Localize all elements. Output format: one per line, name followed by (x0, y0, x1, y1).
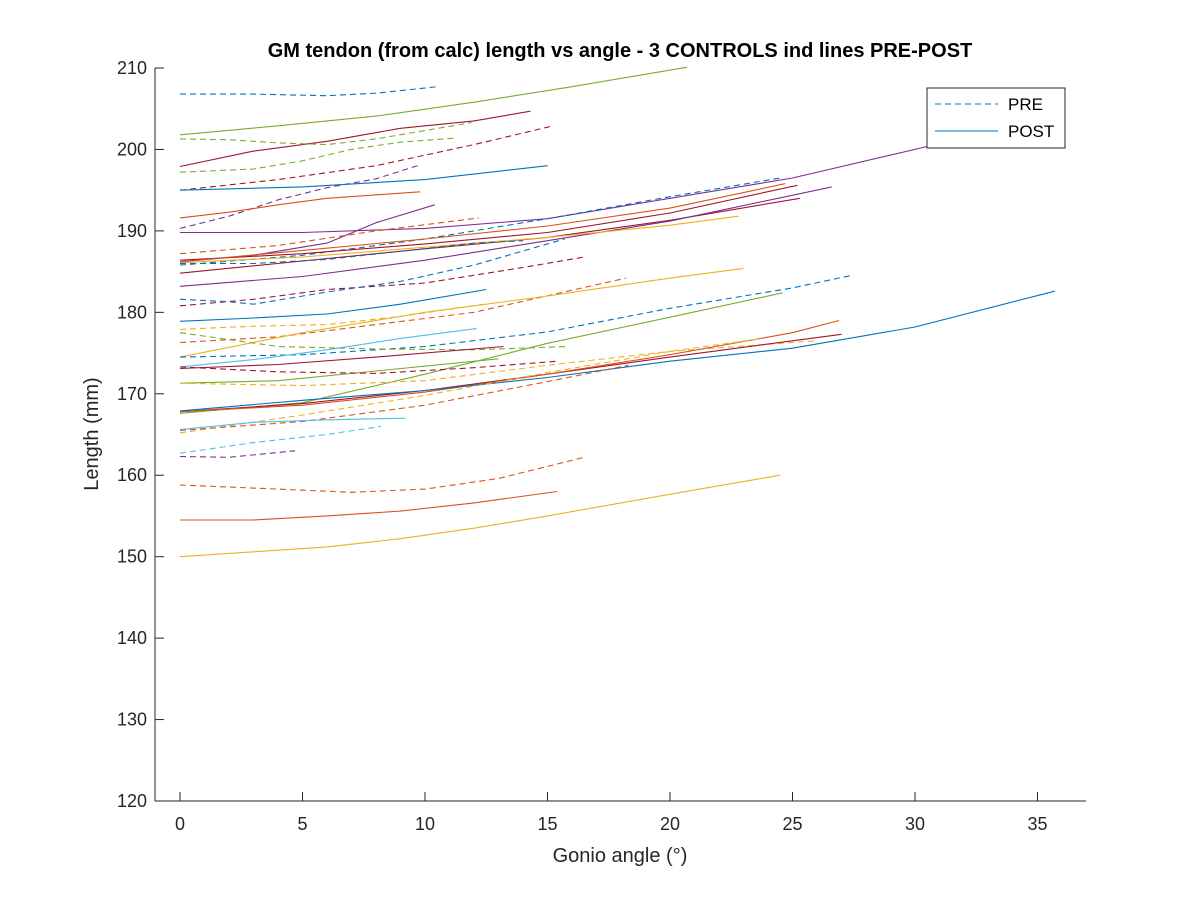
series-line-2-solid (179, 66, 688, 136)
y-tick-label: 180 (117, 302, 147, 322)
series-line-20-dashed (179, 256, 585, 307)
series-line-8-solid (179, 165, 548, 191)
legend-post-label: POST (1008, 122, 1054, 141)
series-line-15-solid (179, 183, 786, 263)
x-tick-label: 30 (905, 814, 925, 834)
x-ticks: 0 5 10 15 20 25 30 35 (175, 792, 1048, 834)
x-tick-label: 25 (782, 814, 802, 834)
y-tick-label: 190 (117, 221, 147, 241)
series-line-32-dashed (179, 360, 558, 374)
series-line-31-solid (179, 358, 499, 384)
series-line-38-dashed (179, 364, 629, 431)
x-tick-label: 10 (415, 814, 435, 834)
y-tick-label: 170 (117, 384, 147, 404)
series-line-33-dashed (179, 340, 818, 387)
x-tick-label: 5 (297, 814, 307, 834)
series-line-24-solid (179, 267, 744, 358)
chart-title: GM tendon (from calc) length vs angle - … (268, 40, 973, 62)
series-line-9-solid (179, 191, 421, 219)
y-tick-label: 160 (117, 465, 147, 485)
y-tick-label: 140 (117, 628, 147, 648)
y-tick-label: 200 (117, 139, 147, 159)
series-line-35-solid (179, 319, 840, 413)
x-tick-label: 0 (175, 814, 185, 834)
x-tick-label: 15 (537, 814, 557, 834)
series-line-39-solid (179, 417, 406, 431)
series-line-14-solid (179, 184, 798, 261)
series-line-42-dashed (179, 456, 585, 493)
series-line-7-dashed (179, 165, 418, 229)
x-axis-title: Gonio angle (°) (553, 845, 688, 867)
series-line-29-dashed (179, 332, 568, 351)
plot-area (155, 68, 1086, 801)
series-line-19-dashed (180, 240, 524, 265)
series-line-11-solid (180, 130, 989, 234)
legend: PRE POST (926, 87, 1066, 149)
y-ticks: 120 130 140 150 160 170 180 190 200 210 (117, 58, 164, 811)
series-line-28-solid (179, 328, 477, 368)
y-tick-label: 150 (117, 547, 147, 567)
series-line-40-dashed (179, 425, 381, 454)
series-line-4-dashed (179, 122, 472, 146)
series-line-13-dashed (179, 177, 781, 266)
legend-pre-label: PRE (1008, 95, 1043, 114)
legend-box (926, 87, 1066, 149)
y-axis-title: Length (mm) (81, 377, 103, 490)
series-line-3-solid (179, 110, 531, 168)
series-line-23-dashed (179, 277, 627, 344)
y-tick-label: 130 (117, 710, 147, 730)
series-line-30-solid (179, 345, 504, 370)
x-tick-label: 35 (1027, 814, 1047, 834)
y-tick-label: 210 (117, 58, 147, 78)
series-layer (179, 66, 1055, 558)
series-line-6-dashed (179, 137, 457, 173)
x-tick-label: 20 (660, 814, 680, 834)
y-tick-label: 120 (117, 791, 147, 811)
series-line-43-solid (180, 490, 558, 521)
series-line-22-solid (179, 288, 487, 322)
series-line-17-solid (179, 186, 832, 287)
series-line-5-dashed (179, 126, 551, 191)
series-line-41-dashed (179, 450, 296, 458)
series-line-18-solid (179, 215, 739, 264)
series-line-44-solid (179, 474, 781, 558)
series-line-26-dashed (179, 274, 854, 358)
series-line-37-dashed (179, 337, 764, 434)
